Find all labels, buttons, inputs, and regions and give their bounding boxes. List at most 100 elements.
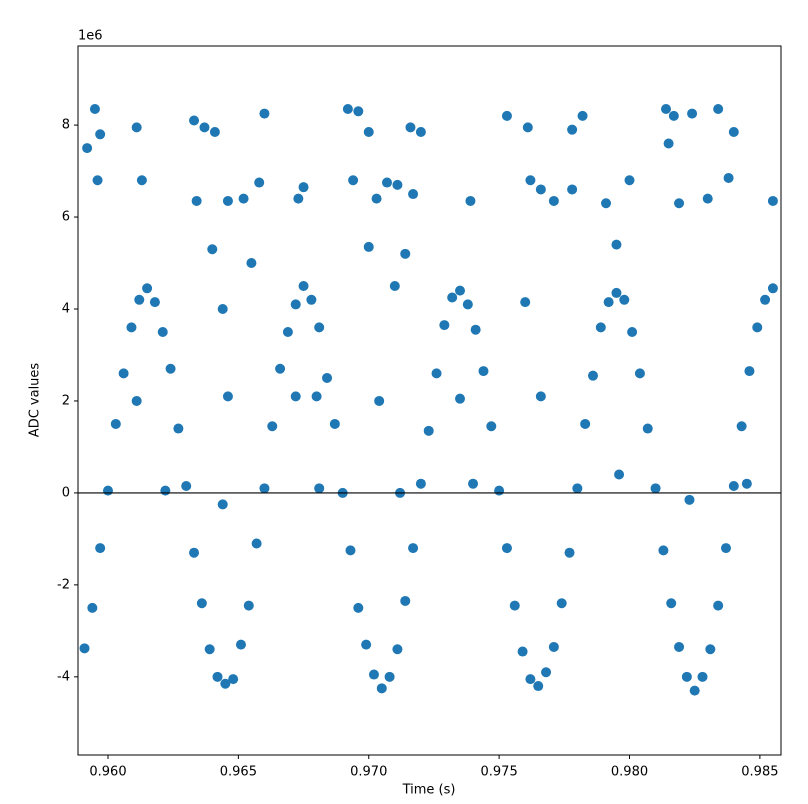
x-tick-label: 0.965 [220, 765, 257, 780]
scatter-point [661, 103, 672, 114]
scatter-point [658, 545, 669, 556]
scatter-point [572, 483, 583, 494]
scatter-point [314, 483, 325, 494]
scatter-point [212, 671, 223, 682]
scatter-point [486, 421, 497, 432]
scatter-point [157, 326, 168, 337]
scatter-point [611, 287, 622, 298]
scatter-point [405, 122, 416, 133]
scatter-point [767, 283, 778, 294]
scatter-point [222, 391, 233, 402]
scatter-point [259, 483, 270, 494]
scatter-point [736, 421, 747, 432]
scatter-point [744, 366, 755, 377]
scatter-point [92, 175, 103, 186]
scatter-point [82, 143, 93, 154]
scatter-point [567, 124, 578, 135]
scatter-point [118, 368, 129, 379]
scatter-point [535, 391, 546, 402]
scatter-point [306, 294, 317, 305]
scatter-point [713, 103, 724, 114]
scatter-point [541, 667, 552, 678]
scatter-point [650, 483, 661, 494]
scatter-point [204, 644, 215, 655]
scatter-point [713, 600, 724, 611]
scatter-point [681, 671, 692, 682]
scatter-point [666, 598, 677, 609]
y-tick-label: 2 [62, 393, 70, 408]
scatter-point [728, 481, 739, 492]
y-tick-label: 8 [62, 118, 70, 133]
scatter-point [165, 363, 176, 374]
scatter-point [374, 395, 385, 406]
scatter-point [687, 108, 698, 119]
scatter-point [674, 198, 685, 209]
scatter-point [238, 193, 249, 204]
scatter-point [642, 423, 653, 434]
scatter-point [110, 418, 121, 429]
x-tick-label: 0.960 [89, 765, 126, 780]
scatter-point [601, 198, 612, 209]
x-axis-label: Time (s) [402, 783, 456, 798]
scatter-point [311, 391, 322, 402]
scatter-point [196, 598, 207, 609]
scatter-point [189, 547, 200, 558]
scatter-point [400, 595, 411, 606]
scatter-point [222, 195, 233, 206]
scatter-point [720, 543, 731, 554]
scatter-point [556, 598, 567, 609]
scatter-point [254, 177, 265, 188]
scatter-point [322, 372, 333, 383]
scatter-point [131, 395, 142, 406]
scatter-point [353, 106, 364, 117]
scatter-point [259, 108, 270, 119]
scatter-point [392, 179, 403, 190]
scatter-point [533, 681, 544, 692]
scatter-point [89, 103, 100, 114]
scatter-point [752, 322, 763, 333]
y-tick-label: -2 [57, 577, 70, 592]
scatter-point [415, 126, 426, 137]
scatter-point [501, 543, 512, 554]
scatter-point [580, 418, 591, 429]
scatter-point [465, 195, 476, 206]
y-tick-label: 0 [62, 485, 70, 500]
scatter-point [142, 283, 153, 294]
scatter-point [509, 600, 520, 611]
scatter-point [689, 685, 700, 696]
scatter-point [353, 602, 364, 613]
scatter-point [134, 294, 145, 305]
scatter-point [517, 646, 528, 657]
scatter-point [102, 485, 113, 496]
scatter-point [564, 547, 575, 558]
scatter-point [423, 425, 434, 436]
scatter-point [760, 294, 771, 305]
x-tick-label: 0.975 [481, 765, 518, 780]
x-tick-label: 0.970 [350, 765, 387, 780]
scatter-point [723, 172, 734, 183]
scatter-point [535, 184, 546, 195]
scatter-point [376, 683, 387, 694]
scatter-point [468, 478, 479, 489]
scatter-point [181, 481, 192, 492]
scatter-point [611, 239, 622, 250]
scatter-point [251, 538, 262, 549]
scatter-point [767, 195, 778, 206]
scatter-point [408, 189, 419, 200]
scatter-point [293, 193, 304, 204]
scatter-point [470, 324, 481, 335]
scatter-point [126, 322, 137, 333]
scatter-point [684, 494, 695, 505]
scatter-point [363, 126, 374, 137]
scatter-point [189, 115, 200, 126]
scatter-point [342, 103, 353, 114]
scatter-point [220, 678, 231, 689]
scatter-point [243, 600, 254, 611]
scatter-point [282, 326, 293, 337]
y-offset-label: 1e6 [78, 29, 103, 44]
scatter-point [447, 292, 458, 303]
scatter-point [415, 478, 426, 489]
scatter-point [136, 175, 147, 186]
y-tick-label: -4 [57, 669, 70, 684]
